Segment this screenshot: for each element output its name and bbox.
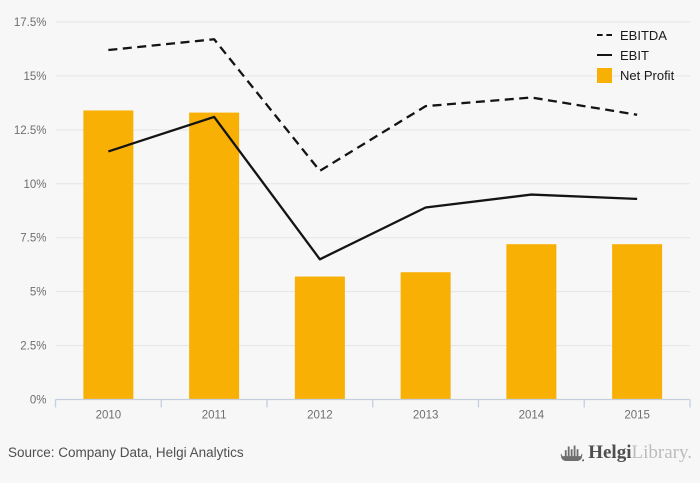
svg-text:17.5%: 17.5% xyxy=(14,17,47,29)
legend-item-net-profit[interactable]: Net Profit xyxy=(597,65,674,85)
svg-text:12.5%: 12.5% xyxy=(14,125,47,137)
svg-text:2010: 2010 xyxy=(96,410,122,422)
ebitda-dashed-line-swatch xyxy=(597,34,612,36)
svg-text:2013: 2013 xyxy=(413,410,439,422)
svg-text:0%: 0% xyxy=(30,395,47,407)
net-profit-swatch xyxy=(597,67,612,83)
profitability-combo-chart: 0% 2.5% 5% 7.5% 10% 12.5% 15% 17.5% 2010 2011 2012… xyxy=(14,17,691,422)
source-note: Source: Company Data, Helgi Analytics xyxy=(8,444,244,460)
svg-text:10%: 10% xyxy=(23,179,46,191)
chart-footer: Source: Company Data, Helgi Analytics He… xyxy=(0,429,700,483)
svg-text:2.5%: 2.5% xyxy=(20,341,46,353)
chart-legend: EBITDA EBIT Net Profit xyxy=(597,25,674,85)
longship-icon xyxy=(560,445,585,462)
svg-text:15%: 15% xyxy=(23,71,46,83)
helgi-library-logo[interactable]: HelgiLibrary. xyxy=(560,440,692,464)
logo-text-library: Library. xyxy=(631,441,693,463)
svg-text:2014: 2014 xyxy=(519,410,545,422)
legend-label-ebit: EBIT xyxy=(620,47,649,63)
svg-text:7.5%: 7.5% xyxy=(20,233,46,245)
legend-item-ebitda[interactable]: EBITDA xyxy=(597,25,674,45)
legend-label-net-profit: Net Profit xyxy=(620,67,675,83)
svg-text:2011: 2011 xyxy=(202,410,227,422)
ebit-solid-line-swatch xyxy=(597,54,612,56)
svg-text:2012: 2012 xyxy=(307,410,333,422)
legend-label-ebitda: EBITDA xyxy=(620,27,667,43)
svg-text:5%: 5% xyxy=(30,287,47,299)
svg-text:2015: 2015 xyxy=(624,410,650,422)
logo-text-helgi: Helgi xyxy=(588,441,632,463)
legend-item-ebit[interactable]: EBIT xyxy=(597,45,674,65)
